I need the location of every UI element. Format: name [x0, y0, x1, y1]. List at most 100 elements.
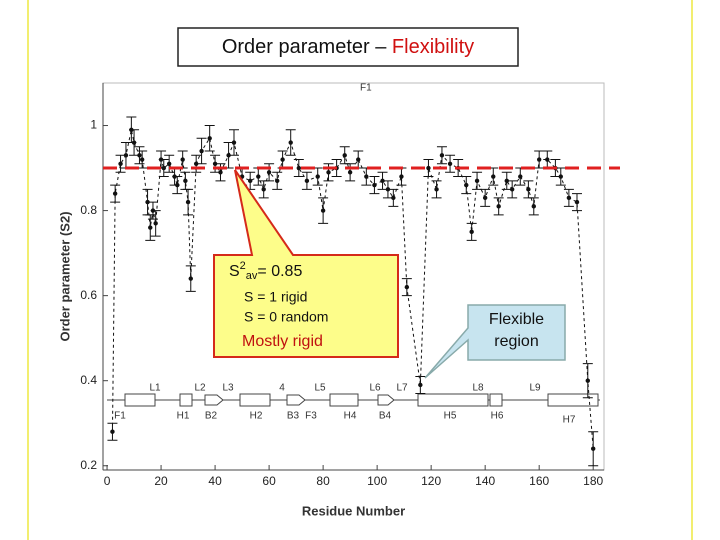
data-point	[180, 157, 185, 162]
title-part: Flexibility	[392, 36, 474, 58]
data-point	[426, 165, 431, 171]
x-tick-label: 40	[208, 474, 222, 488]
data-point	[447, 161, 453, 167]
helix-box	[239, 393, 271, 407]
superscript: 2	[240, 260, 246, 272]
structure-label: L3	[222, 383, 234, 394]
helix-box	[179, 393, 193, 407]
title-box	[177, 27, 519, 67]
data-point	[161, 165, 166, 171]
data-point	[304, 178, 310, 184]
data-point	[207, 136, 212, 141]
data-point	[280, 157, 285, 162]
x-tick-label: 100	[367, 474, 387, 488]
x-tick-label: 160	[529, 474, 549, 488]
data-point	[183, 178, 188, 184]
structure-label: L8	[472, 383, 484, 394]
data-point	[356, 157, 361, 162]
flexible-label: Flexible region	[488, 311, 545, 350]
data-point	[399, 174, 404, 179]
data-point	[188, 276, 193, 281]
data-point	[518, 174, 523, 179]
structure-label: L5	[314, 383, 326, 394]
x-tick-label: 80	[316, 474, 330, 488]
x-tick-label: 60	[262, 474, 276, 488]
structure-label: H7	[563, 415, 576, 426]
strand-arrow	[377, 394, 395, 406]
structure-label: H1	[177, 411, 190, 422]
data-point	[496, 204, 501, 209]
data-point	[266, 170, 272, 175]
average-value: = 0.85	[257, 263, 302, 280]
y-axis-label: Order parameter (S2)	[57, 211, 72, 341]
structure-label: B4	[379, 411, 392, 422]
data-point	[153, 221, 158, 226]
data-point	[166, 161, 172, 167]
x-axis-label: Residue Number	[302, 503, 405, 518]
helix-box	[417, 393, 489, 407]
data-point	[247, 178, 253, 184]
data-point	[491, 174, 496, 179]
data-point	[536, 157, 542, 162]
callout-line: S = 1 rigid	[244, 289, 307, 305]
callout-line: S = 0 random	[244, 309, 328, 325]
data-point	[342, 153, 347, 158]
data-point	[226, 153, 231, 158]
annotation: F1	[360, 83, 372, 94]
data-point	[574, 199, 580, 205]
data-point	[137, 153, 142, 158]
strand-arrow	[286, 394, 306, 406]
structure-label: F3	[305, 411, 317, 422]
data-point	[256, 174, 261, 179]
structure-label: L6	[369, 383, 381, 394]
data-point	[474, 178, 480, 184]
structure-label: L7	[396, 383, 408, 394]
structure-label: F1	[114, 411, 126, 422]
y-tick-label: 0.2	[80, 458, 97, 472]
data-point	[464, 182, 469, 188]
data-point	[531, 204, 536, 209]
data-point	[509, 187, 515, 192]
data-point	[418, 382, 423, 388]
helix-box	[547, 393, 599, 407]
structure-label: L9	[529, 383, 541, 394]
data-point	[139, 157, 145, 162]
helix-box	[124, 393, 156, 407]
data-point	[320, 208, 326, 213]
data-point	[199, 148, 204, 154]
x-tick-label: 0	[104, 474, 111, 488]
data-point	[439, 153, 445, 158]
data-point	[296, 165, 302, 171]
title-part: Order parameter –	[222, 36, 392, 58]
structure-label: H4	[344, 411, 357, 422]
data-point	[118, 161, 123, 167]
data-point	[372, 182, 377, 188]
data-point	[404, 284, 410, 290]
data-point	[112, 191, 118, 196]
data-point	[434, 187, 439, 192]
data-point	[545, 157, 550, 162]
x-tick-label: 20	[154, 474, 168, 488]
flexible-box: Flexible region	[488, 311, 545, 350]
data-point	[385, 187, 391, 192]
data-point	[288, 140, 293, 145]
y-tick-label: 0.8	[80, 203, 97, 217]
data-point	[315, 174, 320, 179]
helix-box	[489, 393, 503, 407]
x-tick-label: 140	[475, 474, 495, 488]
callout-flexible	[424, 304, 566, 379]
structure-label: H2	[250, 411, 263, 422]
callouts: S2av= 0.85 S = 1 rigid S = 0 random Most…	[213, 169, 566, 379]
data-point	[231, 140, 237, 145]
structure-label: 4	[279, 383, 285, 394]
chart: 0.2 0.4 0.6 0.8 1 0 20 40 60 80 100 120 140 160 180 Res…	[57, 82, 620, 518]
y-tick-label: 0.6	[80, 288, 97, 302]
data-point	[566, 195, 572, 201]
data-point	[131, 140, 137, 145]
structure-label: L2	[194, 383, 206, 394]
data-point	[558, 174, 563, 179]
structure-label: H6	[491, 411, 504, 422]
data-point	[585, 378, 590, 383]
data-point	[364, 174, 369, 179]
